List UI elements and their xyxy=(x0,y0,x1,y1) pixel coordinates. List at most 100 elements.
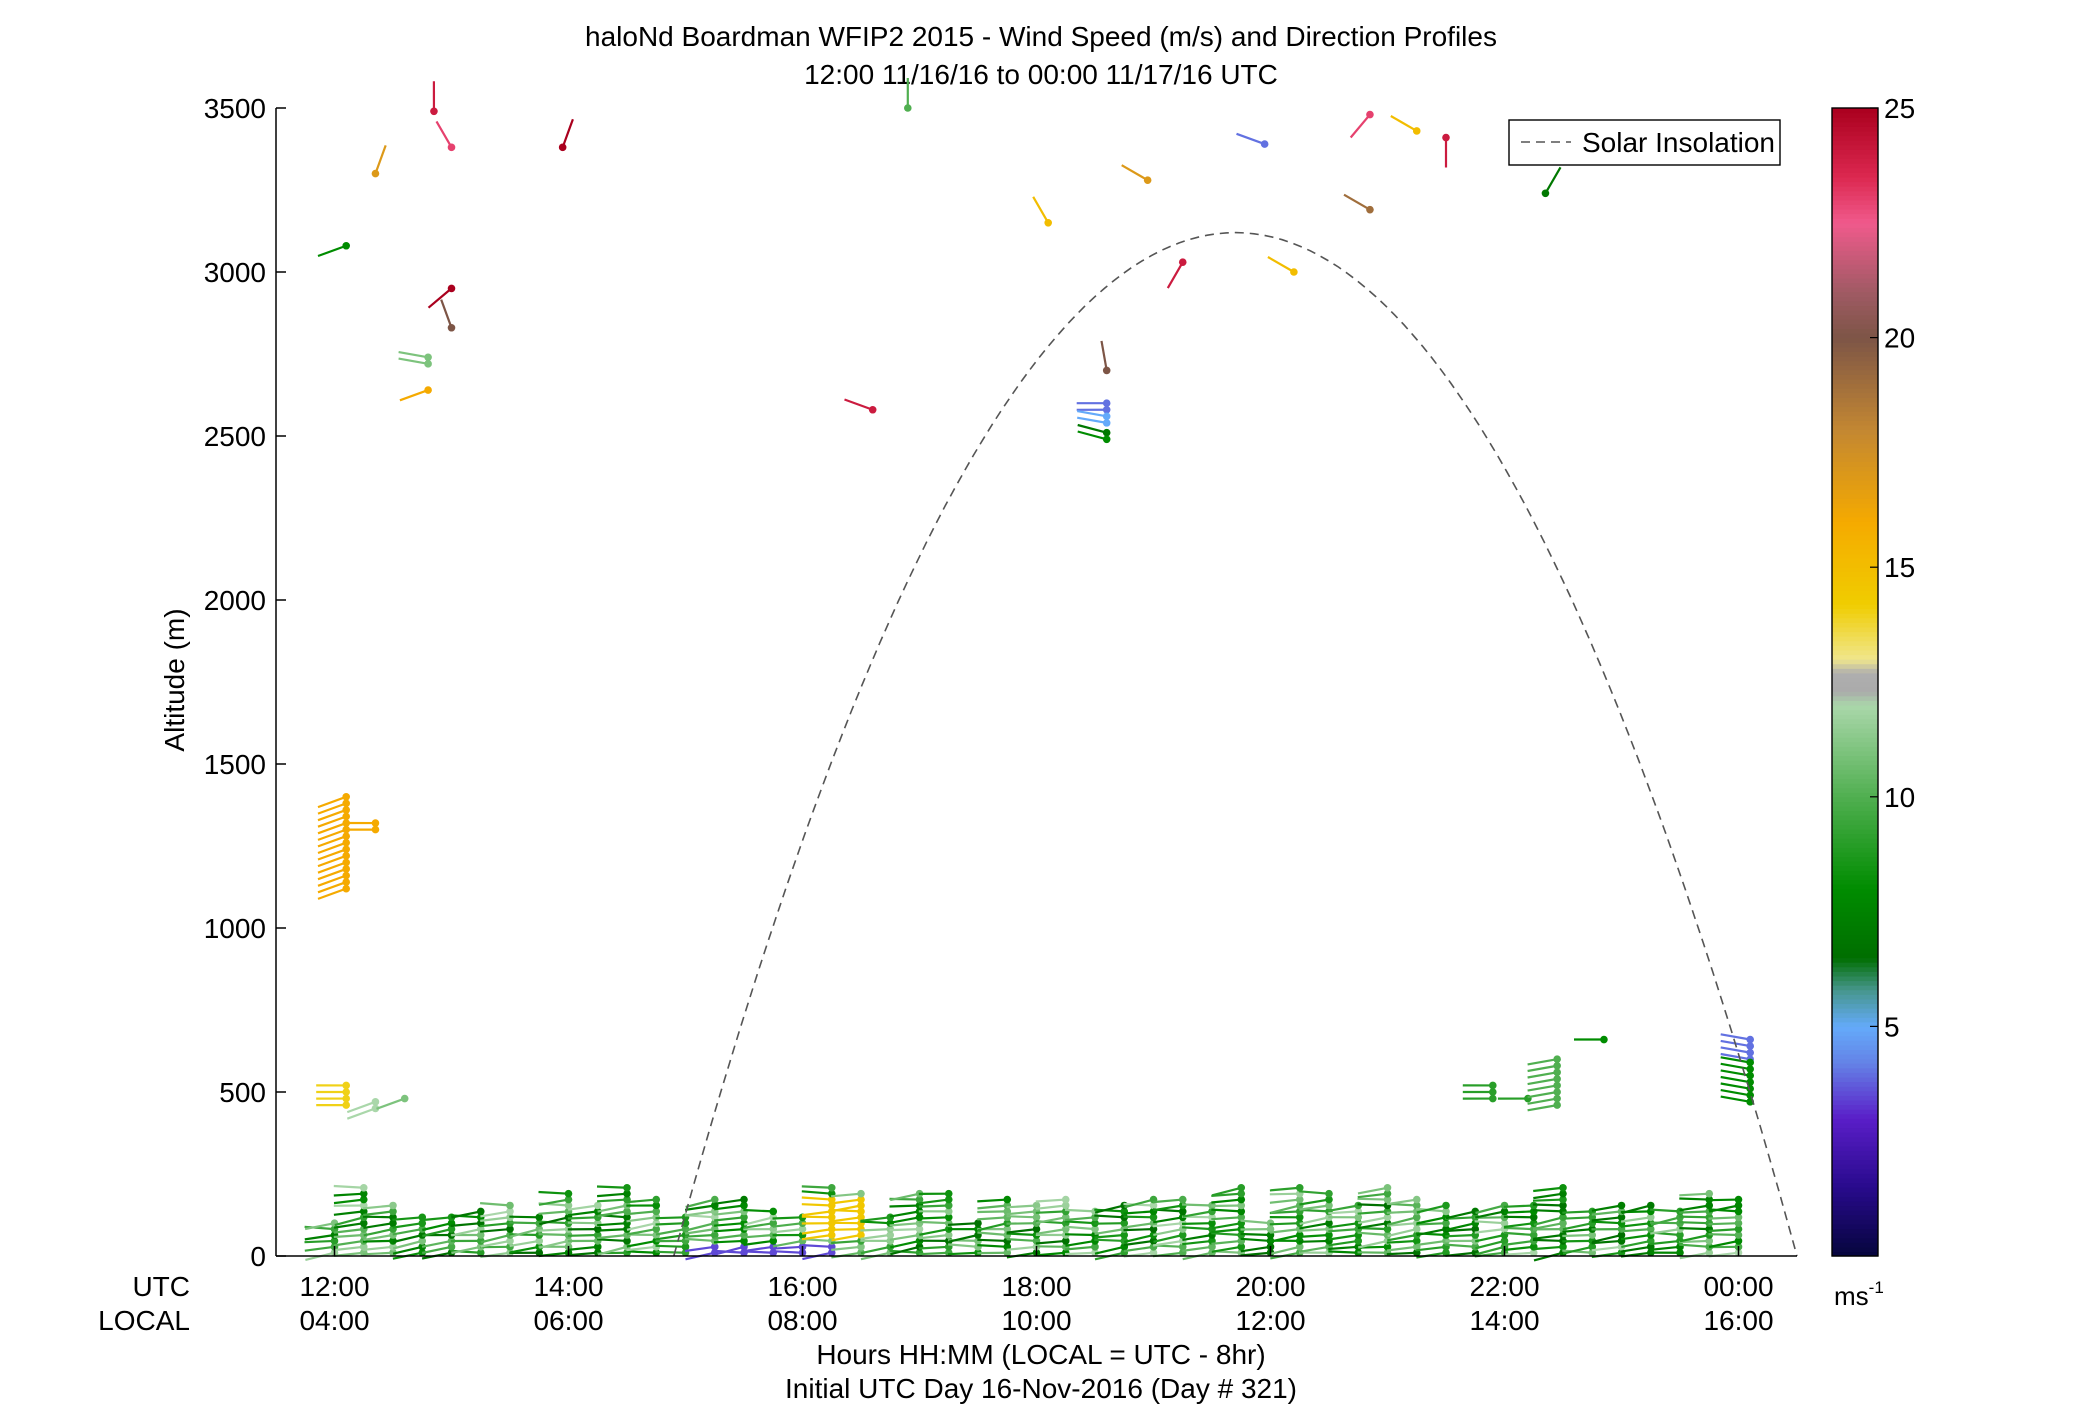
colorbar-band xyxy=(1832,479,1878,486)
colorbar-band xyxy=(1832,553,1878,559)
wind-barb-point xyxy=(652,1195,661,1204)
colorbar-band xyxy=(1832,452,1878,458)
wind-barb-staff xyxy=(1100,340,1108,371)
colorbar-band xyxy=(1832,470,1878,476)
wind-barb-staff xyxy=(684,1237,715,1243)
y-tick-label: 3500 xyxy=(204,93,266,124)
utc-row-label: UTC xyxy=(132,1271,190,1302)
wind-barb-staff xyxy=(714,1245,745,1256)
wind-barb-staff xyxy=(860,1233,891,1240)
wind-barb-staff xyxy=(1065,1239,1096,1247)
wind-barb-staff xyxy=(684,1204,715,1211)
wind-barb-staff xyxy=(451,1228,481,1237)
wind-barb-staff xyxy=(1123,1228,1154,1232)
wind-barb-staff xyxy=(626,1210,657,1216)
wind-barb-staff xyxy=(392,1245,423,1255)
wind-barb-staff xyxy=(1475,1245,1505,1256)
colorbar-band xyxy=(1832,714,1878,720)
wind-barb-staff xyxy=(1065,1245,1096,1251)
wind-barb-point xyxy=(359,1207,368,1216)
wind-barb-staff xyxy=(1328,1233,1359,1241)
colorbar-band xyxy=(1832,691,1878,697)
colorbar-band xyxy=(1832,163,1878,169)
wind-barb-point xyxy=(330,1219,339,1227)
wind-barb-staff xyxy=(1562,1228,1593,1233)
wind-barb-point xyxy=(1541,189,1550,198)
wind-barb-point xyxy=(1442,133,1450,142)
wind-barb-point xyxy=(1553,1061,1561,1070)
colorbar-band xyxy=(1832,902,1878,908)
wind-barb-staff xyxy=(655,1216,686,1220)
wind-barb-staff xyxy=(392,1228,423,1236)
wind-barb-point xyxy=(371,819,380,827)
wind-barb-staff xyxy=(772,1222,803,1228)
colorbar-band xyxy=(1832,952,1878,959)
wind-barb-point xyxy=(1354,1213,1363,1222)
x-tick-label-local: 04:00 xyxy=(299,1305,369,1336)
wind-barb-staff xyxy=(304,1239,335,1244)
wind-barb-staff xyxy=(1445,1233,1476,1238)
legend: Solar Insolation xyxy=(1508,119,1781,166)
wind-barb-staff xyxy=(1328,1210,1359,1215)
wind-barb-staff xyxy=(567,1210,598,1217)
wind-barb-staff xyxy=(1357,1222,1388,1230)
colorbar-tick-label: 15 xyxy=(1884,552,1915,583)
wind-barb-point xyxy=(1149,1225,1158,1233)
wind-barb-staff xyxy=(1153,1216,1183,1224)
wind-barb-point xyxy=(1003,1225,1012,1233)
colorbar-band xyxy=(1832,314,1878,320)
colorbar-band xyxy=(1832,677,1878,683)
wind-barb-point xyxy=(1489,1081,1497,1090)
colorbar-tick-label: 25 xyxy=(1884,93,1915,124)
colorbar-band xyxy=(1832,1219,1878,1225)
colorbar-band xyxy=(1832,1109,1878,1115)
wind-barb-staff xyxy=(317,795,347,809)
colorbar-band xyxy=(1832,1044,1878,1050)
wind-barb-staff xyxy=(1269,1192,1300,1196)
wind-barb-staff xyxy=(1416,1228,1447,1237)
colorbar-band xyxy=(1832,461,1878,467)
wind-barb-staff xyxy=(1720,1075,1751,1084)
wind-barb-staff xyxy=(1032,196,1050,224)
wind-barb-point xyxy=(827,1195,836,1204)
colorbar-band xyxy=(1832,140,1878,146)
colorbar-band xyxy=(1832,1159,1878,1165)
wind-barb-staff xyxy=(1720,1062,1751,1071)
wind-barb-staff xyxy=(1621,1239,1651,1248)
colorbar-band xyxy=(1832,112,1878,118)
wind-barb-staff xyxy=(743,1208,774,1213)
wind-barb-point xyxy=(564,1201,573,1210)
wind-barb-staff xyxy=(1152,1222,1183,1228)
colorbar-band xyxy=(1832,489,1878,495)
wind-barb-staff xyxy=(713,1239,745,1244)
wind-barb-staff xyxy=(801,1185,832,1189)
wind-barb-point xyxy=(371,1104,380,1113)
wind-barb-staff xyxy=(1182,1239,1213,1246)
wind-barb-point xyxy=(506,1201,514,1210)
wind-barb-staff xyxy=(801,1244,832,1248)
colorbar-band xyxy=(1832,865,1878,871)
colorbar-band xyxy=(1832,608,1878,614)
wind-barb-staff xyxy=(597,1192,628,1198)
wind-barb-point xyxy=(710,1195,719,1204)
wind-barb-point xyxy=(359,1219,368,1227)
wind-barb-point xyxy=(1178,1207,1187,1216)
wind-barb-point xyxy=(1091,1243,1099,1251)
wind-barb-staff xyxy=(1035,1239,1066,1245)
wind-barb-point xyxy=(827,1213,836,1222)
wind-barb-staff xyxy=(539,1239,569,1249)
wind-barb-staff xyxy=(1269,1198,1300,1204)
wind-barb-point xyxy=(827,1183,836,1192)
colorbar-band xyxy=(1832,861,1878,867)
colorbar-band xyxy=(1832,971,1878,977)
colorbar-band xyxy=(1832,365,1878,371)
wind-barb-staff xyxy=(1591,1216,1622,1222)
wind-barb-staff xyxy=(977,1204,1008,1210)
colorbar-band xyxy=(1832,576,1878,582)
wind-barb-point xyxy=(1061,1195,1070,1204)
wind-barb-point xyxy=(1529,1231,1538,1239)
wind-barb-point xyxy=(593,1243,602,1251)
colorbar-band xyxy=(1832,727,1878,734)
wind-barb-staff xyxy=(1240,1251,1271,1257)
wind-barb-staff xyxy=(1387,1228,1418,1238)
